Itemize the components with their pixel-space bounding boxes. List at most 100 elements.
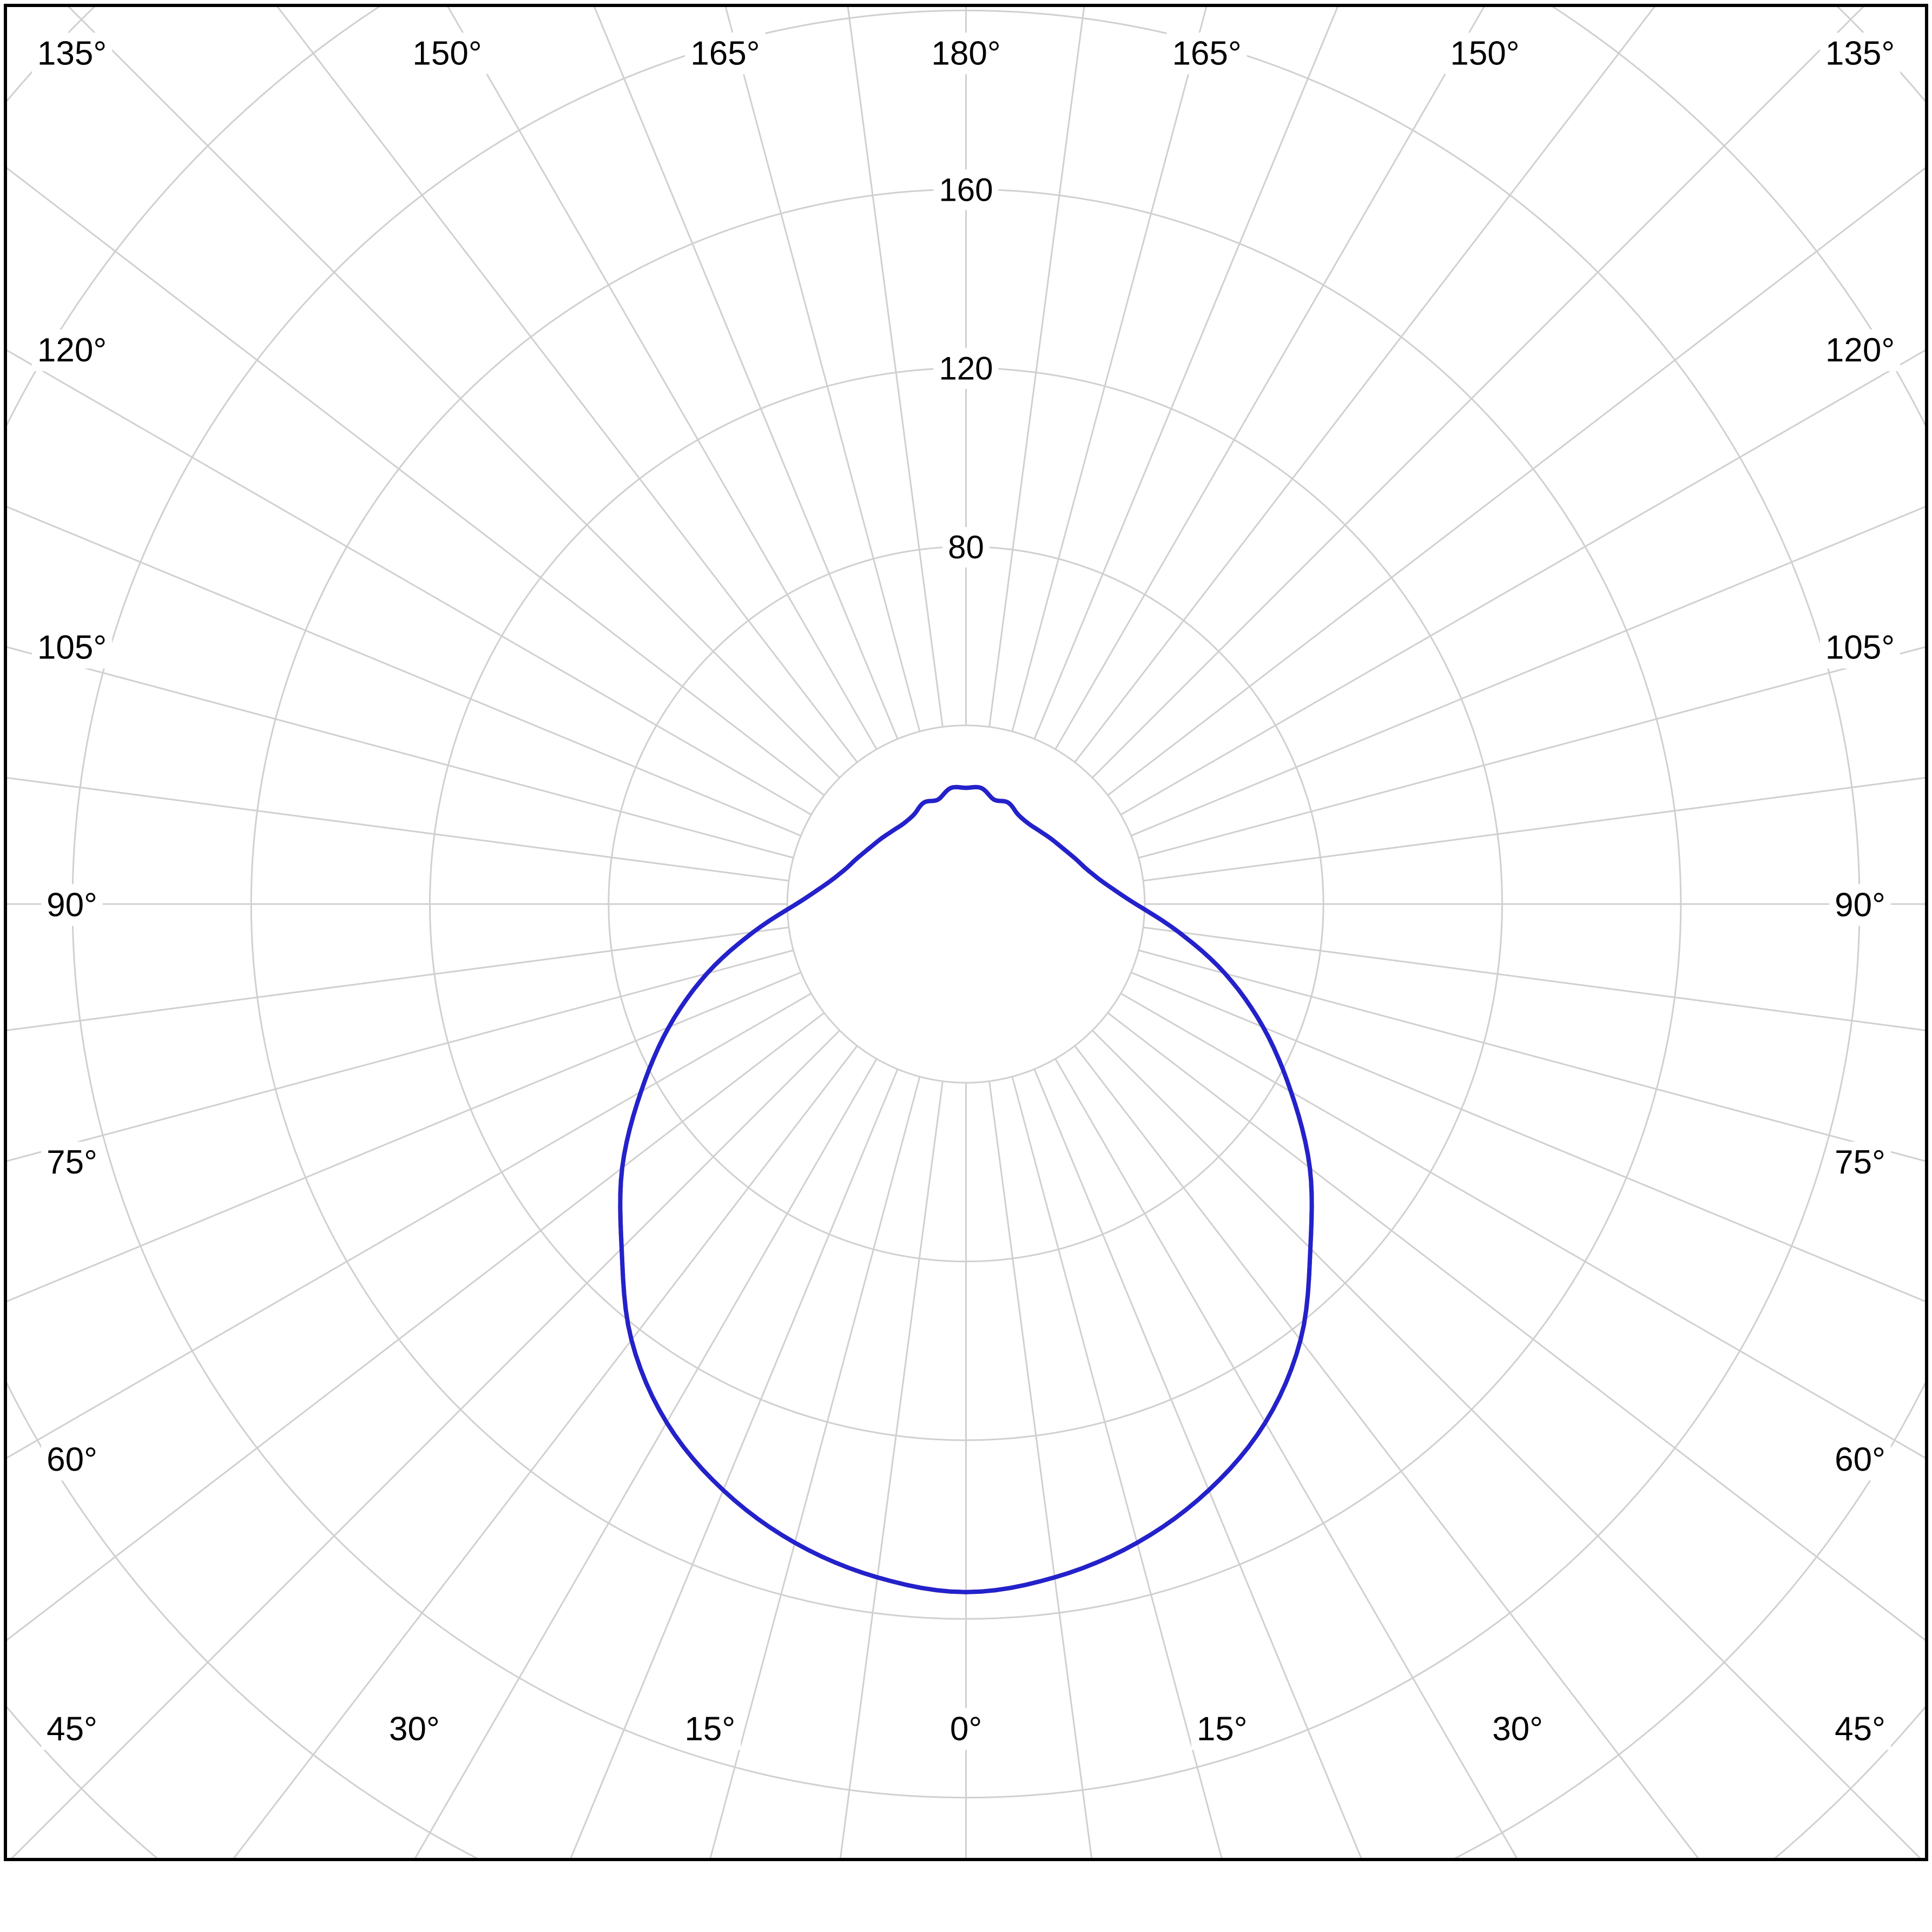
grid-spoke	[1033, 7, 1338, 740]
angle-label-bg	[1191, 1708, 1253, 1750]
angle-label: 45°	[41, 1708, 103, 1750]
grid-spoke	[1120, 349, 1925, 816]
radial-tick-label: 80	[942, 527, 990, 568]
grid-spoke	[1131, 506, 1925, 836]
angle-label-bg	[31, 329, 113, 372]
angle-label: 135°	[1819, 32, 1901, 75]
grid-spoke	[1074, 7, 1656, 763]
angle-label-bg	[944, 1708, 988, 1750]
grid-spoke	[7, 992, 812, 1459]
intensity-curves	[618, 784, 1314, 1594]
angle-label: 90°	[1829, 884, 1891, 926]
radial-tick-label-bg	[933, 348, 999, 389]
angle-label-text: 150°	[1450, 35, 1519, 72]
grid-spoke	[233, 1045, 858, 1858]
angle-label-text: 15°	[684, 1710, 735, 1748]
grid-spoke	[1011, 7, 1208, 732]
angle-label-text: 150°	[412, 35, 482, 72]
grid-spoke	[1092, 1030, 1921, 1858]
grid-spoke	[839, 1081, 944, 1858]
angle-labels: 0° 15° 15° 30° 30° 45° 45° 60° 60° 75° 75° 90° 90° 10…	[31, 32, 1901, 1750]
grid-spoke	[1120, 992, 1925, 1459]
angle-label-bg	[1829, 1439, 1891, 1481]
grid-spoke	[7, 972, 801, 1302]
angle-label-bg	[407, 32, 487, 75]
angle-label-bg	[1819, 329, 1901, 372]
grid-spoke	[1011, 1076, 1223, 1858]
grid-spoke	[1033, 1069, 1362, 1858]
angle-label-bg	[41, 1439, 103, 1481]
angle-label: 180°	[926, 32, 1006, 75]
angle-label-bg	[384, 1708, 445, 1750]
plot-border	[4, 4, 1928, 1861]
grid-spoke	[1131, 972, 1925, 1302]
angle-label-text: 135°	[1825, 35, 1895, 72]
angle-label-bg	[1166, 32, 1247, 75]
angle-label: 45°	[1829, 1708, 1891, 1750]
radial-tick-label: 120	[933, 348, 999, 389]
grid-spoke	[447, 7, 878, 750]
grid-spoke	[1143, 926, 1925, 1031]
grid-spoke	[1107, 167, 1925, 796]
angle-label: 105°	[1819, 627, 1901, 669]
angle-label-text: 90°	[47, 886, 97, 924]
angle-label: 15°	[1191, 1708, 1253, 1750]
grid-spoke	[988, 7, 1085, 727]
radial-tick-label-bg	[942, 527, 990, 568]
angle-label-text: 30°	[1492, 1710, 1543, 1748]
grid-spoke	[570, 1069, 899, 1858]
grid-spoke	[1092, 7, 1864, 779]
angle-label-bg	[41, 1142, 103, 1184]
grid-spoke	[847, 7, 944, 727]
angle-label-text: 60°	[1835, 1441, 1885, 1478]
angle-label-text: 165°	[690, 35, 760, 72]
grid-spoke	[7, 349, 812, 816]
grid-spoke	[1107, 1012, 1925, 1641]
radial-tick-labels: 80 120 160	[933, 169, 999, 568]
angle-label-bg	[41, 884, 103, 926]
angle-label: 105°	[31, 627, 113, 669]
angle-label-text: 165°	[1172, 35, 1241, 72]
radial-tick-label-text: 160	[939, 172, 993, 208]
angle-label-text: 15°	[1197, 1710, 1248, 1748]
angle-label: 135°	[31, 32, 113, 75]
angle-label-bg	[926, 32, 1006, 75]
angle-label-bg	[1819, 627, 1901, 669]
angle-label-text: 60°	[47, 1441, 97, 1478]
angle-label-bg	[679, 1708, 741, 1750]
angle-label-text: 45°	[47, 1710, 97, 1748]
grid-spoke	[1054, 1058, 1518, 1858]
intensity-curve-c90-c270	[618, 784, 1314, 1594]
grid-spoke	[709, 1076, 921, 1858]
angle-label: 30°	[1487, 1708, 1548, 1750]
grid-spoke	[7, 777, 789, 882]
polar-chart: 80 120 160 0° 15° 15° 30° 30° 45° 45° 60° 60° 75° 75°…	[4, 4, 1928, 1861]
angle-label: 60°	[1829, 1439, 1891, 1481]
angle-label: 75°	[1829, 1142, 1891, 1184]
angle-label-text: 45°	[1835, 1710, 1885, 1748]
angle-label-text: 135°	[37, 35, 107, 72]
polar-chart-svg: 80 120 160 0° 15° 15° 30° 30° 45° 45° 60° 60° 75° 75°…	[4, 4, 1928, 1861]
radial-tick-label-bg	[933, 169, 999, 210]
angle-label: 120°	[1819, 329, 1901, 372]
angle-label-text: 75°	[1835, 1144, 1885, 1181]
grid-spoke	[68, 7, 840, 779]
angle-label-bg	[1445, 32, 1525, 75]
angle-label-bg	[1829, 1142, 1891, 1184]
grid-spoke	[724, 7, 921, 732]
angle-label: 30°	[384, 1708, 445, 1750]
angle-label: 0°	[944, 1708, 988, 1750]
grid-spoke	[414, 1058, 878, 1858]
angle-label: 150°	[407, 32, 487, 75]
grid-spoke	[594, 7, 899, 740]
angle-label-text: 0°	[950, 1710, 982, 1748]
grid-spoke	[988, 1081, 1093, 1858]
grid-spoke	[7, 1012, 825, 1641]
angle-label-text: 75°	[47, 1144, 97, 1181]
grid-ring	[786, 724, 1146, 1084]
angle-label-bg	[1487, 1708, 1548, 1750]
angle-label-text: 120°	[37, 332, 107, 369]
angle-label-text: 90°	[1835, 886, 1885, 924]
angle-label: 165°	[685, 32, 766, 75]
